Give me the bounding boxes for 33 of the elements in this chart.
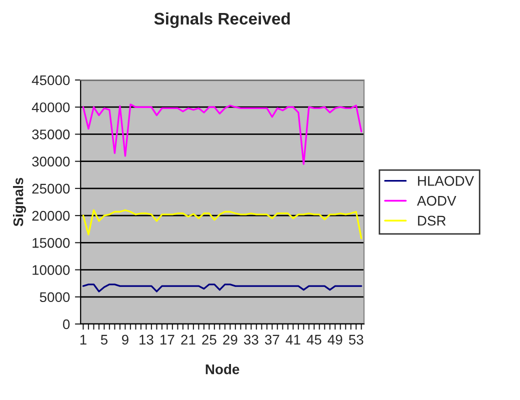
x-tick-label: 41 bbox=[286, 334, 300, 344]
line-series bbox=[82, 209, 362, 240]
x-tick-label: 21 bbox=[181, 334, 196, 344]
y-tick-label: 30000 bbox=[32, 156, 70, 167]
x-tick-label: 1 bbox=[80, 334, 86, 344]
x-tick-label: 5 bbox=[100, 334, 108, 345]
y-axis-title: Signals bbox=[13, 178, 26, 226]
x-tick-label: 29 bbox=[223, 334, 238, 345]
x-tick-label: 45 bbox=[306, 334, 322, 345]
x-tick-label: 53 bbox=[348, 334, 364, 345]
y-tick-label: 10000 bbox=[32, 265, 70, 275]
legend-label: DSR bbox=[418, 216, 446, 226]
x-tick-label: 17 bbox=[160, 334, 174, 344]
y-tick-label: 40000 bbox=[32, 102, 70, 112]
x-axis-title: Node bbox=[206, 364, 240, 374]
y-tick-label: 25000 bbox=[32, 184, 70, 194]
x-tick-label: 37 bbox=[264, 334, 280, 345]
y-tick-label: 15000 bbox=[32, 238, 70, 248]
line-series bbox=[82, 104, 362, 165]
y-tick-label: 45000 bbox=[32, 75, 70, 86]
x-tick-label: 49 bbox=[328, 334, 342, 345]
y-tick-label: 0 bbox=[63, 319, 70, 330]
x-tick-label: 9 bbox=[122, 334, 128, 345]
x-tick-label: 33 bbox=[244, 334, 258, 345]
y-tick-label: 5000 bbox=[40, 292, 70, 302]
x-tick-label: 25 bbox=[202, 334, 216, 345]
x-tick-label: 13 bbox=[140, 334, 154, 345]
chart-title: Signals Received bbox=[154, 12, 290, 28]
y-tick-label: 20000 bbox=[32, 210, 70, 221]
legend-label: HLAODV bbox=[418, 176, 474, 186]
legend-label: AODV bbox=[416, 196, 456, 206]
y-tick-label: 35000 bbox=[32, 130, 70, 140]
line-series bbox=[82, 284, 362, 292]
